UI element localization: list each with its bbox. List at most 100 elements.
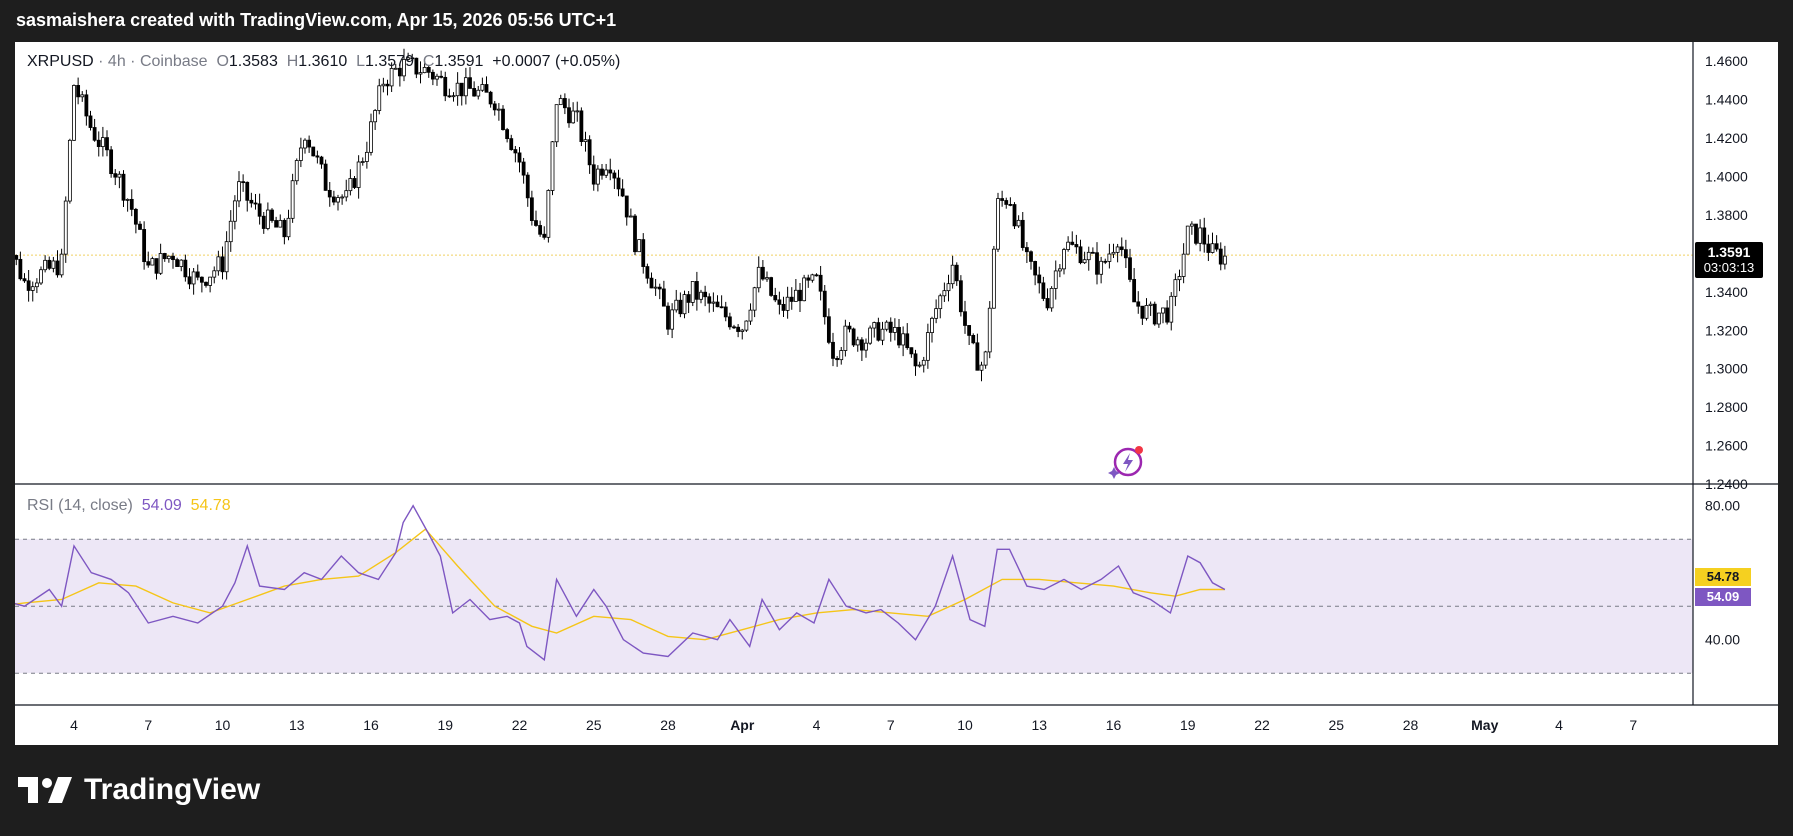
time-tick-label: 7 <box>144 717 152 733</box>
price-tick-label: 1.2800 <box>1705 399 1748 415</box>
candle <box>872 321 877 338</box>
candle-body <box>1128 257 1132 280</box>
candle-body <box>175 259 180 267</box>
candle-body <box>558 98 563 106</box>
candle <box>938 293 943 319</box>
candle <box>274 216 279 228</box>
ai-assistant-icon[interactable] <box>1108 445 1144 479</box>
time-tick-label: 19 <box>1180 717 1196 733</box>
symbol-legend[interactable]: XRPUSD · 4h · Coinbase O1.3583 H1.3610 L… <box>27 53 621 70</box>
candle <box>1045 288 1050 311</box>
candle-body <box>950 264 955 285</box>
candle <box>732 324 736 329</box>
candle-body <box>575 110 580 113</box>
candle-body <box>435 75 439 80</box>
candle <box>1210 232 1215 254</box>
candle <box>311 146 316 157</box>
candle-body <box>274 220 279 228</box>
price-pane <box>15 48 1693 382</box>
candle <box>282 218 287 245</box>
candle <box>983 350 988 369</box>
chart-canvas[interactable]: 1.46001.44001.42001.40001.38001.36001.34… <box>15 42 1778 745</box>
candle <box>175 257 180 267</box>
candle-body <box>818 274 823 292</box>
candle-body <box>212 270 217 278</box>
candle-body <box>674 299 679 311</box>
candle-body <box>942 290 947 297</box>
candle-body <box>760 266 765 280</box>
candle <box>1103 258 1108 265</box>
candle <box>913 349 918 376</box>
candle <box>975 333 980 371</box>
candle-body <box>608 169 613 174</box>
rsi-legend[interactable]: RSI (14, close) 54.09 54.78 <box>27 497 231 515</box>
candle <box>991 245 996 309</box>
candle-body <box>389 68 394 87</box>
candle-body <box>1222 255 1227 265</box>
candle-body <box>670 309 675 330</box>
interval-label[interactable]: 4h <box>107 53 126 70</box>
tradingview-logo-icon[interactable] <box>18 777 74 803</box>
candle <box>727 312 732 330</box>
candle-body <box>756 266 761 289</box>
candle <box>1222 245 1227 270</box>
candle-body <box>934 308 939 319</box>
candle-body <box>294 160 299 182</box>
candle-body <box>331 196 336 203</box>
candle-body <box>971 335 976 344</box>
rsi-band <box>15 539 1693 674</box>
candle <box>884 320 889 332</box>
price-tick-label: 1.3200 <box>1705 322 1748 338</box>
candle <box>690 281 695 307</box>
time-tick-label: 10 <box>957 717 973 733</box>
candle-body <box>744 320 749 331</box>
candle-body <box>1136 301 1141 307</box>
candle <box>1123 239 1128 269</box>
candle-body <box>628 215 633 218</box>
candle-body <box>513 149 518 154</box>
candle <box>1020 211 1025 251</box>
candle-body <box>657 286 662 290</box>
symbol-name[interactable]: XRPUSD <box>27 53 94 70</box>
candle-body <box>921 359 926 366</box>
candle <box>1206 234 1211 262</box>
chart-frame[interactable]: 1.46001.44001.42001.40001.38001.36001.34… <box>15 42 1778 745</box>
rsi-pane <box>15 504 1693 674</box>
candle-body <box>1004 200 1009 205</box>
candle <box>278 214 283 228</box>
candle <box>637 239 642 253</box>
candle <box>661 280 666 307</box>
candle <box>125 198 130 212</box>
candle-body <box>348 178 353 192</box>
candle-body <box>1020 219 1025 248</box>
candle-body <box>162 253 167 260</box>
candle-body <box>591 164 596 185</box>
candle <box>187 268 192 290</box>
candle-body <box>798 289 802 302</box>
candle <box>154 258 159 280</box>
candle-body <box>282 219 287 238</box>
candle <box>18 251 23 281</box>
candle-body <box>1152 303 1157 325</box>
candle-body <box>290 180 295 219</box>
candle-body <box>327 189 332 198</box>
candle <box>1136 291 1141 314</box>
candle-body <box>410 57 415 60</box>
candle-body <box>364 151 369 162</box>
candle-body <box>1161 307 1165 314</box>
rsi-label[interactable]: RSI (14, close) <box>27 497 133 514</box>
footer-brand[interactable]: TradingView <box>84 773 261 806</box>
candle <box>546 189 551 243</box>
rsi-ma-tag: 54.78 <box>1695 568 1751 586</box>
candle-body <box>311 146 316 157</box>
candle-body <box>125 198 130 201</box>
candle <box>1049 286 1054 312</box>
candle-body <box>84 94 89 117</box>
candle-body <box>616 177 621 190</box>
candle-body <box>356 161 361 188</box>
candle <box>451 92 456 102</box>
candle <box>571 102 576 124</box>
candle-body <box>1210 243 1215 253</box>
candle <box>47 256 52 271</box>
candle-body <box>1062 249 1066 270</box>
